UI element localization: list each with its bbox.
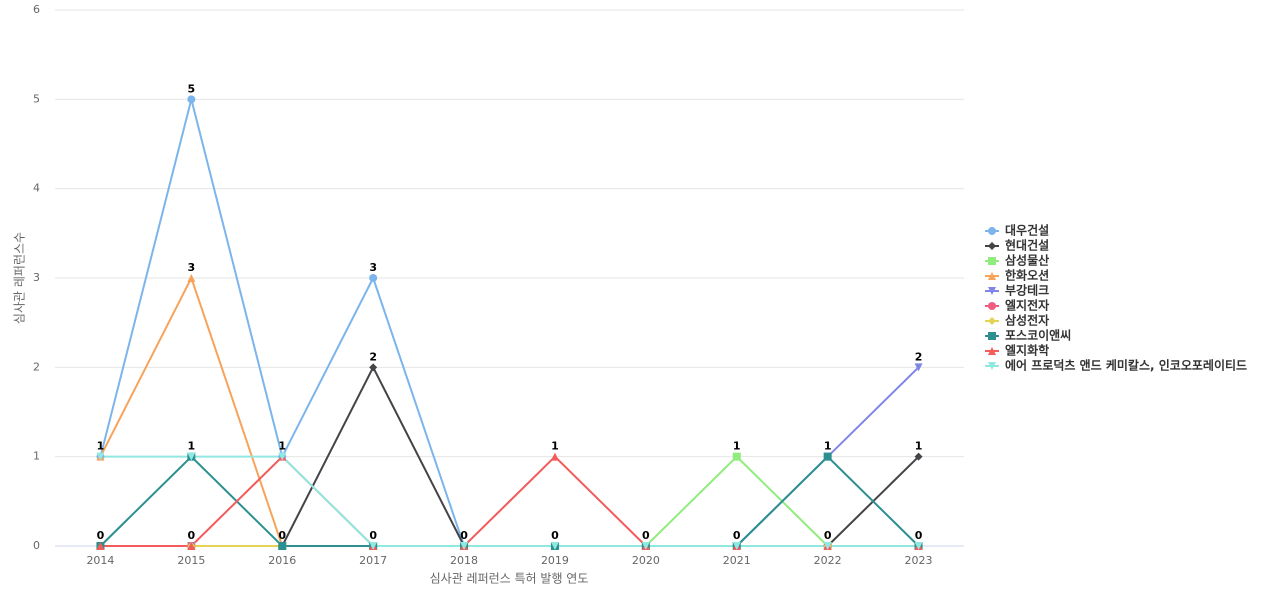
data-label: 0 [97, 529, 105, 542]
legend-item[interactable]: 삼성물산 [985, 253, 1049, 268]
legend-marker [988, 317, 996, 325]
data-label: 3 [369, 261, 377, 274]
legend-label: 엘지화학 [1005, 343, 1049, 358]
data-point [914, 363, 923, 372]
data-label: 0 [915, 529, 923, 542]
legend-label: 에어 프로덕츠 앤드 케미칼스, 인코오포레이티드 [1005, 358, 1247, 373]
y-tick-label: 2 [33, 360, 40, 373]
legend-item[interactable]: 대우건설 [985, 223, 1049, 238]
legend-marker [988, 227, 996, 235]
legend-marker [988, 347, 996, 355]
x-tick-label: 2021 [723, 554, 751, 567]
data-point [641, 542, 650, 550]
data-label: 0 [278, 529, 286, 542]
data-point [732, 452, 741, 461]
data-label: 2 [915, 350, 923, 363]
data-label: 1 [188, 440, 196, 453]
series-line [100, 455, 919, 547]
data-label: 1 [733, 440, 741, 453]
data-label: 3 [188, 261, 196, 274]
data-point [732, 542, 741, 550]
y-tick-label: 4 [33, 182, 40, 195]
legend-marker [988, 257, 996, 265]
legend-marker [988, 242, 996, 250]
legend-item[interactable]: 엘지화학 [985, 343, 1049, 358]
legend-label: 포스코이앤씨 [1005, 328, 1071, 343]
x-tick-label: 2020 [632, 554, 660, 567]
data-label: 5 [188, 82, 196, 95]
data-point [187, 95, 196, 104]
x-tick-label: 2017 [359, 554, 387, 567]
y-tick-label: 0 [33, 539, 40, 552]
data-point [187, 274, 196, 282]
legend-item[interactable]: 삼성전자 [985, 313, 1049, 328]
legend-label: 대우건설 [1005, 223, 1049, 238]
x-axis-title: 심사관 레퍼런스 특허 발행 연도 [430, 571, 589, 586]
y-tick-label: 5 [33, 92, 40, 105]
legend-label: 부강테크 [1005, 284, 1049, 298]
legend-label: 한화오션 [1005, 268, 1049, 283]
data-label: 1 [551, 440, 559, 453]
legend-item[interactable]: 에어 프로덕츠 앤드 케미칼스, 인코오포레이티드 [985, 358, 1247, 373]
y-axis-title: 심사관 레퍼런스수 [13, 232, 27, 324]
series-line [99, 99, 919, 547]
data-point [914, 452, 923, 461]
legend-label: 엘지전자 [1005, 298, 1049, 313]
data-label: 0 [824, 529, 832, 542]
data-label: 0 [733, 529, 741, 542]
data-point [460, 542, 469, 550]
y-tick-label: 1 [33, 450, 40, 463]
legend-item[interactable]: 부강테크 [985, 284, 1049, 298]
data-point [369, 274, 378, 282]
legend-marker [988, 332, 996, 340]
legend-item[interactable]: 포스코이앤씨 [985, 328, 1071, 343]
data-label: 0 [551, 529, 559, 542]
data-point [823, 452, 832, 461]
x-tick-label: 2015 [177, 554, 205, 567]
legend-marker [988, 272, 996, 280]
x-tick-label: 2018 [450, 554, 478, 567]
legend-item[interactable]: 엘지전자 [985, 298, 1049, 313]
data-point [278, 542, 287, 550]
x-tick-label: 2022 [814, 554, 842, 567]
data-point [914, 542, 923, 550]
data-point [823, 542, 832, 550]
data-label: 1 [915, 440, 923, 453]
legend-item[interactable]: 현대건설 [985, 238, 1049, 253]
data-label: 0 [369, 529, 377, 542]
y-tick-label: 6 [33, 3, 40, 16]
data-label: 2 [369, 350, 377, 363]
data-point [550, 452, 559, 461]
x-tick-label: 2014 [86, 554, 114, 567]
data-label: 0 [460, 529, 468, 542]
legend-item[interactable]: 한화오션 [985, 268, 1049, 283]
data-label: 1 [824, 440, 832, 453]
legend-label: 현대건설 [1005, 238, 1049, 253]
legend-marker [988, 362, 996, 370]
data-point [369, 363, 378, 372]
data-label: 1 [278, 440, 286, 453]
series-line [100, 455, 919, 547]
y-tick-label: 3 [33, 271, 40, 284]
legend-label: 삼성물산 [1005, 253, 1049, 268]
data-point [187, 542, 196, 550]
data-point [96, 452, 105, 461]
x-tick-label: 2016 [268, 554, 296, 567]
x-tick-label: 2019 [541, 554, 569, 567]
data-point [369, 542, 378, 550]
data-label: 1 [97, 440, 105, 453]
data-label: 0 [642, 529, 650, 542]
legend-marker [988, 302, 996, 310]
data-point [96, 542, 105, 550]
data-point [550, 542, 559, 550]
data-point [278, 452, 287, 461]
data-label: 0 [188, 529, 196, 542]
legend-marker [988, 287, 996, 295]
data-point [187, 452, 196, 461]
legend-label: 삼성전자 [1005, 313, 1049, 328]
series-line [99, 275, 919, 547]
x-tick-label: 2023 [905, 554, 933, 567]
